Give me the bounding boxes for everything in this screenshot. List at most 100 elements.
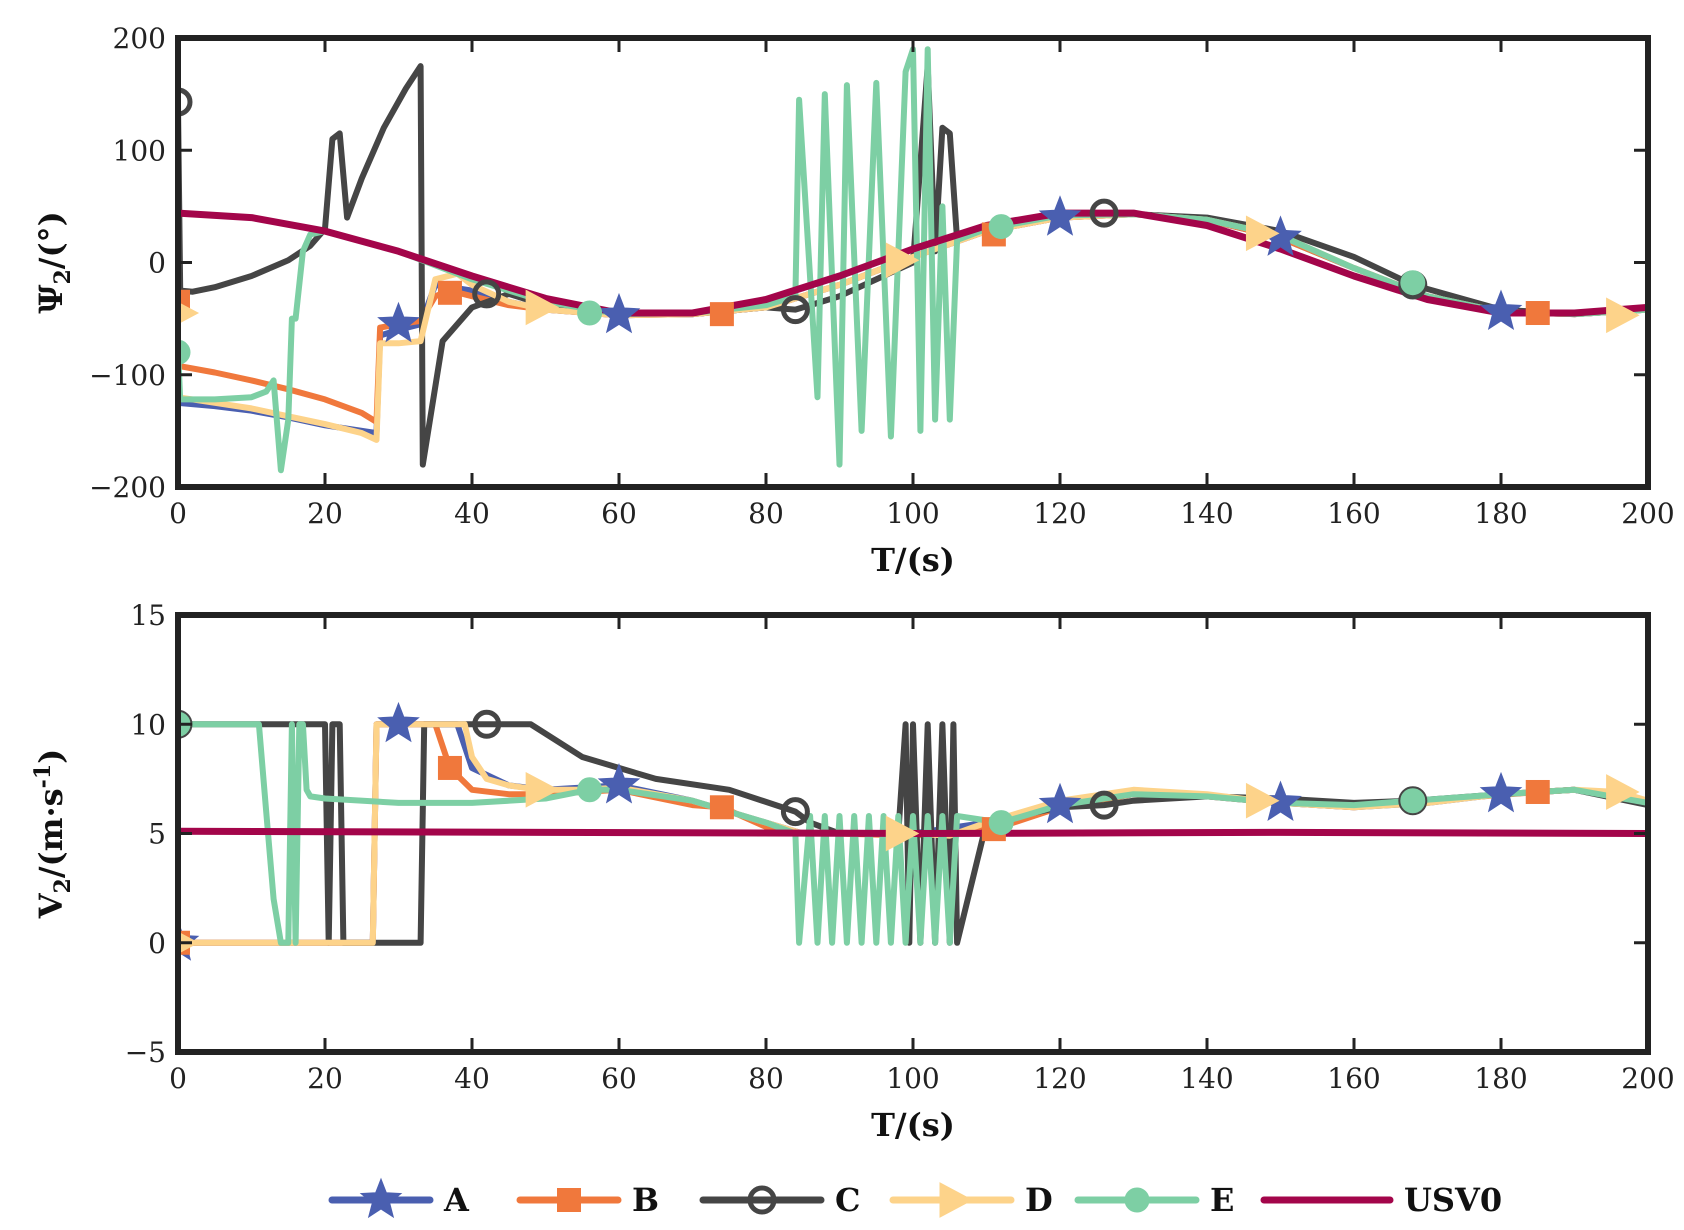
top-marker-c [472,279,502,309]
top-marker-b [709,302,734,327]
top-x-tick-label: 80 [748,497,784,530]
top-marker-e [988,214,1014,240]
legend-item-c: C [699,1181,860,1219]
top-series-layer [178,46,1648,474]
top-x-axis-label: T/(s) [871,541,955,579]
top-x-tick-label: 200 [1621,497,1674,530]
bottom-y-tick-label: 15 [130,599,166,632]
legend-item-b: B [516,1181,659,1219]
top-y-label-sub: 2 [50,269,76,284]
legend-marker-d [939,1182,974,1218]
bottom-marker-e [1400,788,1426,814]
bottom-marker-c [472,709,502,739]
top-x-tick-label: 40 [454,497,490,530]
bottom-x-tick-label: 0 [169,1062,187,1095]
bottom-marker-a [1479,771,1523,813]
bottom-marker-d [1245,782,1280,819]
top-marker-a [1038,195,1082,236]
top-marker-b [178,289,190,314]
legend-marker-b [557,1188,581,1212]
top-y-tick-label: 200 [113,22,166,55]
bottom-x-tick-label: 120 [1033,1062,1086,1095]
bottom-marker-d [885,815,920,852]
top-marker-c [1089,198,1119,228]
top-marker-c [780,295,810,325]
legend-item-a: A [328,1177,470,1219]
top-ticks: 0 20 40 60 80 100 120 140 160 180 200 −200 −100 0 100 2… [89,22,1675,530]
bottom-marker-d [1606,774,1640,810]
legend-marker-e [1124,1187,1150,1213]
legend-item-usv0: USV0 [1260,1181,1502,1219]
top-x-tick-label: 180 [1474,497,1527,530]
bottom-x-axis-label: T/(s) [871,1106,955,1144]
legend-marker-c [747,1185,777,1215]
bottom-y-tick-label: 0 [148,927,166,960]
top-x-tick-label: 140 [1180,497,1233,530]
top-x-tick-label: 100 [886,497,939,530]
legend-item-e: E [1074,1181,1234,1219]
top-y-label-rest: /(°) [32,211,70,269]
legend: A B C D E USV0 [328,1177,1502,1219]
top-marker-b [1525,301,1550,326]
bottom-y-tick-label: −5 [125,1036,166,1069]
top-x-tick-label: 0 [169,497,187,530]
top-y-tick-label: 100 [113,134,166,167]
bottom-y-label-sub: 2 [50,878,76,893]
bottom-marker-c [780,797,810,827]
bottom-y-tick-label: 5 [148,818,166,851]
top-y-tick-label: −200 [89,471,166,504]
legend-label-c: C [835,1181,860,1219]
bottom-y-label-rest: /(m·s [32,788,70,878]
bottom-x-tick-label: 200 [1621,1062,1674,1095]
top-y-tick-label: −100 [89,359,166,392]
top-x-tick-label: 20 [307,497,343,530]
bottom-y-tick-label: 10 [130,708,166,741]
top-marker-d [178,301,200,325]
top-chart-panel: 0 20 40 60 80 100 120 140 160 180 200 −200 −100 0 100 2… [32,22,1675,579]
top-marker-c [178,87,193,117]
top-marker-d [525,289,560,326]
bottom-marker-e [988,810,1014,836]
top-marker-a [377,301,420,343]
bottom-x-tick-label: 40 [454,1062,490,1095]
bottom-x-tick-label: 60 [601,1062,637,1095]
top-marker-a [597,292,641,334]
legend-label-a: A [443,1181,470,1219]
bottom-x-tick-label: 160 [1327,1062,1380,1095]
bottom-x-tick-label: 100 [886,1062,939,1095]
bottom-y-label-close: ) [32,749,70,764]
bottom-y-label-sup: -1 [30,764,56,788]
bottom-series-line-c [178,721,1648,946]
bottom-y-axis-label: V2/(m·s-1) [30,749,76,920]
top-marker-e [577,300,603,326]
legend-label-usv0: USV0 [1404,1181,1502,1219]
top-y-tick-label: 0 [148,247,166,280]
top-marker-a [1479,289,1523,331]
bottom-marker-b [437,755,462,780]
top-marker-b [437,280,462,305]
bottom-x-tick-label: 80 [748,1062,784,1095]
bottom-marker-a [1038,782,1082,824]
top-x-tick-label: 120 [1033,497,1086,530]
top-marker-e [1400,270,1426,296]
top-y-axis-label: Ψ2/(°) [32,211,76,314]
top-x-tick-label: 60 [601,497,637,530]
bottom-marker-b [709,795,734,820]
bottom-x-tick-label: 140 [1180,1062,1233,1095]
legend-label-b: B [632,1181,659,1219]
bottom-marker-a [597,763,641,804]
bottom-marker-e [577,777,603,803]
bottom-marker-c [1089,790,1119,820]
bottom-x-tick-label: 180 [1474,1062,1527,1095]
legend-label-e: E [1210,1181,1234,1219]
top-x-tick-label: 160 [1327,497,1380,530]
legend-item-d: D [889,1181,1053,1219]
bottom-series-layer [178,701,1648,961]
legend-marker-a [359,1177,403,1219]
bottom-marker-d [525,771,560,808]
top-y-label-main: Ψ [32,284,70,314]
top-marker-d [1606,297,1640,334]
